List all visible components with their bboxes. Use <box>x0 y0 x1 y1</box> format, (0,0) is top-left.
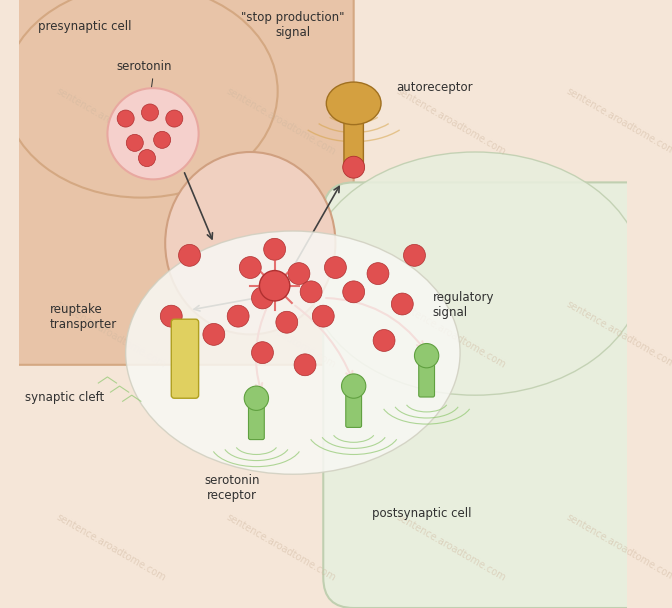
Text: serotonin: serotonin <box>116 60 172 73</box>
Circle shape <box>203 323 224 345</box>
Ellipse shape <box>327 82 381 125</box>
Circle shape <box>179 244 200 266</box>
Text: serotonin
receptor: serotonin receptor <box>204 474 260 502</box>
Circle shape <box>312 305 334 327</box>
FancyBboxPatch shape <box>0 0 353 365</box>
Text: sentence.aroadtome.com: sentence.aroadtome.com <box>394 86 507 157</box>
Text: sentence.aroadtome.com: sentence.aroadtome.com <box>224 86 337 157</box>
Circle shape <box>166 110 183 127</box>
Circle shape <box>251 287 274 309</box>
Text: sentence.aroadtome.com: sentence.aroadtome.com <box>394 299 507 370</box>
Text: presynaptic cell: presynaptic cell <box>38 21 131 33</box>
Circle shape <box>300 281 322 303</box>
Circle shape <box>343 156 365 178</box>
Circle shape <box>117 110 134 127</box>
Circle shape <box>403 244 425 266</box>
Circle shape <box>343 281 365 303</box>
Circle shape <box>288 263 310 285</box>
Text: sentence.aroadtome.com: sentence.aroadtome.com <box>54 86 167 157</box>
Circle shape <box>154 131 171 148</box>
Text: postsynaptic cell: postsynaptic cell <box>372 507 472 520</box>
Circle shape <box>259 271 290 301</box>
Text: reuptake
transporter: reuptake transporter <box>50 303 117 331</box>
Text: autoreceptor: autoreceptor <box>396 81 473 94</box>
Circle shape <box>415 344 439 368</box>
Circle shape <box>244 386 269 410</box>
FancyBboxPatch shape <box>419 363 435 397</box>
Text: "stop production"
signal: "stop production" signal <box>241 12 345 40</box>
FancyBboxPatch shape <box>171 319 199 398</box>
FancyBboxPatch shape <box>344 113 364 167</box>
Circle shape <box>227 305 249 327</box>
Text: sentence.aroadtome.com: sentence.aroadtome.com <box>564 512 672 582</box>
FancyBboxPatch shape <box>346 393 362 427</box>
Circle shape <box>142 104 159 121</box>
Text: sentence.aroadtome.com: sentence.aroadtome.com <box>564 299 672 370</box>
FancyBboxPatch shape <box>323 182 672 608</box>
Circle shape <box>367 263 389 285</box>
Ellipse shape <box>308 152 642 395</box>
Circle shape <box>138 150 155 167</box>
Circle shape <box>161 305 182 327</box>
Circle shape <box>239 257 261 278</box>
Circle shape <box>251 342 274 364</box>
Circle shape <box>263 238 286 260</box>
Circle shape <box>341 374 366 398</box>
Text: synaptic cleft: synaptic cleft <box>26 392 105 404</box>
Circle shape <box>108 88 199 179</box>
Text: sentence.aroadtome.com: sentence.aroadtome.com <box>224 299 337 370</box>
Text: sentence.aroadtome.com: sentence.aroadtome.com <box>394 512 507 582</box>
Circle shape <box>373 330 395 351</box>
Circle shape <box>294 354 316 376</box>
Ellipse shape <box>4 0 278 198</box>
Text: sentence.aroadtome.com: sentence.aroadtome.com <box>54 512 167 582</box>
Circle shape <box>325 257 346 278</box>
FancyBboxPatch shape <box>249 406 264 440</box>
Text: sentence.aroadtome.com: sentence.aroadtome.com <box>54 299 167 370</box>
Circle shape <box>276 311 298 333</box>
Circle shape <box>391 293 413 315</box>
Text: sentence.aroadtome.com: sentence.aroadtome.com <box>564 86 672 157</box>
Text: regulatory
signal: regulatory signal <box>433 291 494 319</box>
Circle shape <box>126 134 143 151</box>
Text: sentence.aroadtome.com: sentence.aroadtome.com <box>224 512 337 582</box>
Ellipse shape <box>165 152 335 334</box>
Ellipse shape <box>126 231 460 474</box>
